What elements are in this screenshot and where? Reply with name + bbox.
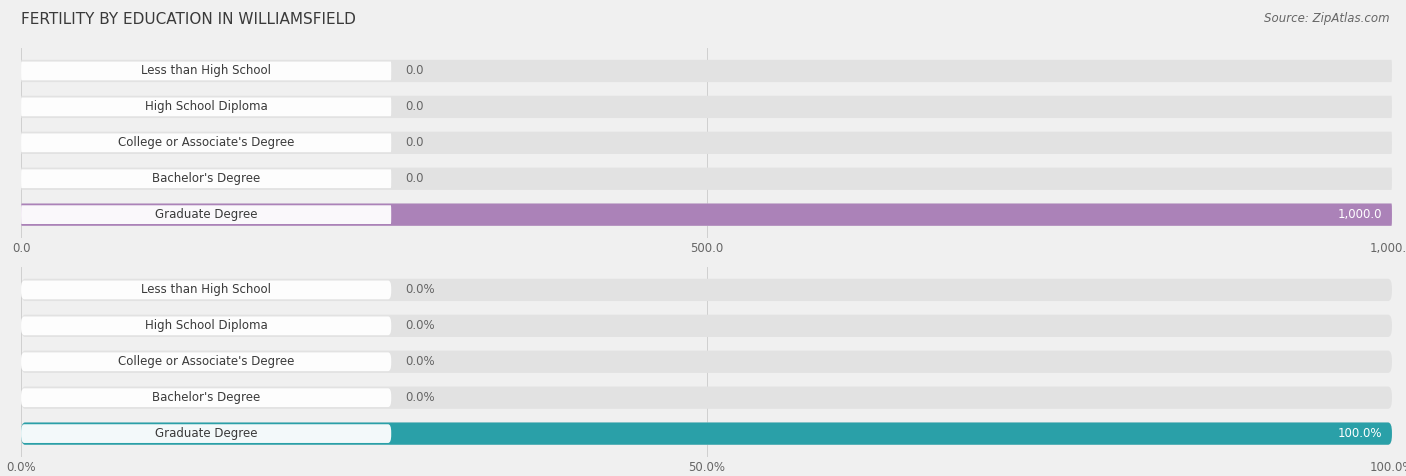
FancyBboxPatch shape [21, 424, 391, 443]
Text: College or Associate's Degree: College or Associate's Degree [118, 136, 294, 149]
FancyBboxPatch shape [21, 388, 391, 407]
Text: Bachelor's Degree: Bachelor's Degree [152, 172, 260, 185]
FancyBboxPatch shape [21, 352, 391, 371]
Text: Graduate Degree: Graduate Degree [155, 427, 257, 440]
Text: 0.0: 0.0 [405, 64, 423, 78]
FancyBboxPatch shape [21, 205, 391, 224]
Text: 0.0: 0.0 [405, 172, 423, 185]
Text: FERTILITY BY EDUCATION IN WILLIAMSFIELD: FERTILITY BY EDUCATION IN WILLIAMSFIELD [21, 12, 356, 27]
FancyBboxPatch shape [21, 423, 1392, 445]
Text: 0.0%: 0.0% [405, 391, 434, 404]
Text: 0.0%: 0.0% [405, 355, 434, 368]
Text: Source: ZipAtlas.com: Source: ZipAtlas.com [1264, 12, 1389, 25]
Text: Graduate Degree: Graduate Degree [155, 208, 257, 221]
FancyBboxPatch shape [21, 60, 1392, 82]
FancyBboxPatch shape [21, 98, 391, 116]
FancyBboxPatch shape [21, 280, 391, 299]
Text: High School Diploma: High School Diploma [145, 100, 267, 113]
FancyBboxPatch shape [21, 317, 391, 335]
FancyBboxPatch shape [21, 168, 1392, 190]
Text: Less than High School: Less than High School [141, 283, 271, 297]
FancyBboxPatch shape [21, 96, 1392, 118]
Text: Less than High School: Less than High School [141, 64, 271, 78]
FancyBboxPatch shape [21, 204, 1392, 226]
FancyBboxPatch shape [21, 387, 1392, 409]
FancyBboxPatch shape [21, 133, 391, 152]
Text: 100.0%: 100.0% [1339, 427, 1382, 440]
FancyBboxPatch shape [21, 423, 1392, 445]
Text: 0.0: 0.0 [405, 100, 423, 113]
Text: College or Associate's Degree: College or Associate's Degree [118, 355, 294, 368]
FancyBboxPatch shape [21, 132, 1392, 154]
Text: Bachelor's Degree: Bachelor's Degree [152, 391, 260, 404]
FancyBboxPatch shape [21, 279, 1392, 301]
Text: 0.0%: 0.0% [405, 319, 434, 332]
Text: High School Diploma: High School Diploma [145, 319, 267, 332]
Text: 0.0: 0.0 [405, 136, 423, 149]
FancyBboxPatch shape [21, 61, 391, 80]
Text: 0.0%: 0.0% [405, 283, 434, 297]
Text: 1,000.0: 1,000.0 [1339, 208, 1382, 221]
FancyBboxPatch shape [21, 315, 1392, 337]
FancyBboxPatch shape [21, 169, 391, 188]
FancyBboxPatch shape [21, 204, 1392, 226]
FancyBboxPatch shape [21, 351, 1392, 373]
